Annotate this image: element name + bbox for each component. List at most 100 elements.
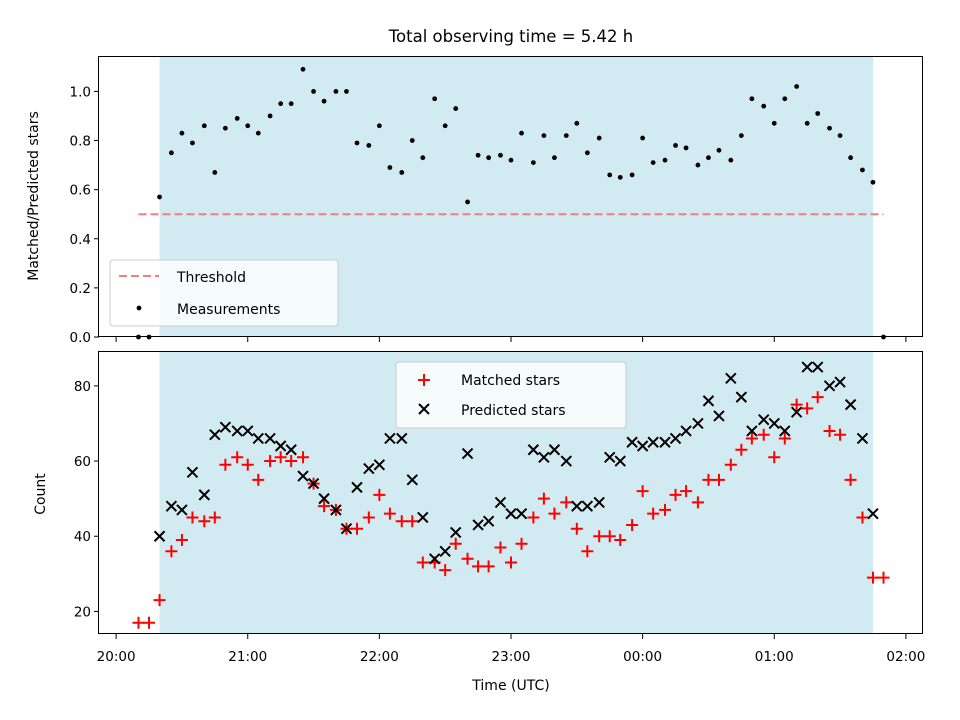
predicted-star-marker — [604, 451, 616, 463]
predicted-star-marker — [209, 429, 221, 441]
predicted-star-marker — [856, 432, 869, 445]
matched-star-marker — [745, 432, 758, 445]
matched-star-marker — [439, 564, 452, 577]
matched-star-marker — [527, 511, 540, 524]
measurement-point — [782, 96, 788, 102]
predicted-star-marker — [494, 496, 507, 509]
measurement-point — [738, 133, 744, 138]
matched-star-marker — [877, 571, 890, 584]
measurement-point — [629, 172, 635, 178]
predicted-star-marker — [758, 413, 770, 426]
predicted-star-marker — [351, 481, 363, 494]
measurement-point — [354, 140, 360, 146]
predicted-star-marker — [867, 507, 879, 520]
matched-star-marker — [636, 485, 649, 498]
predicted-star-marker — [680, 425, 692, 437]
ratio-axes-frame — [98, 56, 923, 337]
legend-matched-swatch — [418, 374, 430, 386]
measurement-point — [870, 179, 876, 185]
measurement-point — [749, 96, 755, 102]
matched-star-marker — [659, 503, 672, 516]
matched-star-marker — [856, 511, 869, 524]
measurement-point — [222, 125, 228, 131]
chart-title: Total observing time = 5.42 h — [388, 27, 633, 46]
measurement-point — [453, 106, 459, 111]
predicted-star-marker — [692, 417, 704, 430]
predicted-star-marker — [779, 425, 791, 437]
predicted-star-marker — [198, 489, 211, 501]
matched-star-marker — [285, 455, 298, 468]
matched-star-marker — [702, 473, 715, 486]
predicted-star-marker — [538, 451, 550, 463]
measurement-point — [530, 160, 536, 166]
measurement-point — [432, 96, 438, 102]
measurement-point — [409, 138, 415, 143]
matched-star-marker — [834, 428, 847, 441]
matched-star-marker — [252, 473, 265, 486]
predicted-star-marker — [252, 432, 264, 445]
predicted-star-marker — [396, 432, 408, 445]
matched-star-marker — [406, 515, 419, 528]
matched-star-marker — [494, 541, 507, 554]
matched-star-marker — [362, 511, 375, 524]
matched-star-marker — [175, 534, 188, 546]
matched-star-marker — [482, 560, 495, 573]
matched-star-marker — [383, 507, 396, 520]
predicted-star-marker — [176, 504, 188, 516]
matched-star-marker — [778, 432, 791, 445]
matched-star-marker — [198, 515, 211, 528]
measurement-point — [552, 155, 557, 161]
measurement-point — [815, 111, 821, 116]
ratio-legend: Threshold Measurements — [109, 259, 339, 327]
count-y-tick-label: 20 — [74, 604, 91, 620]
x-tick-label: 21:00 — [228, 649, 267, 665]
measurement-point — [640, 135, 646, 141]
predicted-star-marker — [186, 466, 199, 479]
x-tick-label: 20:00 — [97, 649, 136, 665]
measurement-point — [574, 120, 580, 126]
matched-star-marker — [626, 518, 639, 531]
count-legend-box — [395, 361, 627, 429]
matched-star-marker — [581, 545, 594, 558]
matched-star-marker — [680, 485, 693, 498]
measurement-point — [255, 130, 261, 136]
measurement-point — [508, 157, 514, 163]
matched-star-marker — [735, 443, 748, 456]
predicted-star-marker — [373, 459, 386, 471]
matched-star-marker — [537, 492, 550, 505]
count-legend: Matched stars Predicted stars — [395, 361, 627, 429]
measurement-point — [311, 88, 316, 94]
ratio-y-axis-label: Matched/Predicted stars — [26, 111, 42, 281]
count-y-axis: 20 40 60 80 — [74, 379, 99, 620]
ratio-y-axis: 0.0 0.2 0.4 0.6 0.8 1.0 — [70, 84, 99, 346]
measurement-point — [683, 145, 689, 151]
matched-star-marker — [548, 507, 561, 520]
ratio-panel: Total observing time = 5.42 h 0.00.20.40… — [26, 27, 923, 346]
matched-star-marker — [274, 451, 287, 464]
predicted-star-marker — [548, 444, 561, 456]
legend-measurements-swatch — [136, 305, 142, 311]
predicted-star-marker — [264, 432, 276, 445]
measurement-point — [794, 84, 800, 89]
predicted-star-marker — [725, 372, 737, 385]
measurement-point — [399, 170, 405, 175]
measurement-point — [420, 155, 426, 161]
predicted-star-marker — [659, 436, 671, 448]
predicted-star-marker — [428, 553, 441, 565]
matched-star-marker — [264, 455, 277, 468]
measurement-point — [366, 143, 372, 148]
predicted-star-marker — [297, 470, 309, 482]
matched-star-marker — [416, 556, 429, 569]
measurement-point — [278, 101, 284, 107]
matched-star-marker — [801, 402, 814, 415]
count-x-axis: 20:00 21:00 22:00 23:00 00:00 01:00 02:00 — [97, 634, 925, 665]
matched-star-marker — [570, 522, 583, 535]
measurement-point — [837, 133, 843, 138]
matched-star-marker — [844, 473, 857, 486]
x-axis-label: Time (UTC) — [471, 678, 549, 694]
matched-star-marker — [132, 616, 145, 629]
matched-star-marker — [297, 451, 310, 464]
predicted-star-marker — [242, 425, 254, 437]
measurement-point — [475, 152, 481, 158]
